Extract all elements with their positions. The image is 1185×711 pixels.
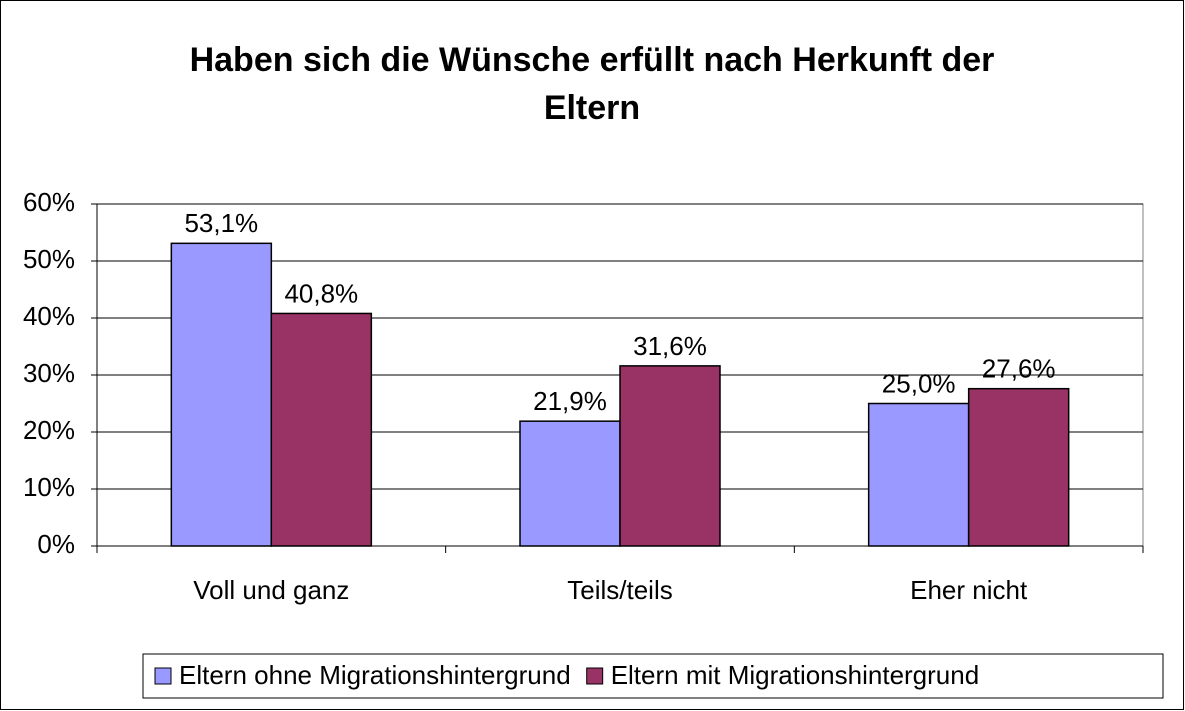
value-label: 21,9% xyxy=(533,386,607,416)
y-tick-label: 20% xyxy=(23,415,75,445)
x-tick-label: Eher nicht xyxy=(910,575,1028,605)
bar xyxy=(270,312,373,547)
bar xyxy=(867,402,970,547)
legend-label: Eltern mit Migrationshintergrund xyxy=(611,660,980,690)
y-tick-label: 10% xyxy=(23,472,75,502)
value-label: 40,8% xyxy=(284,278,358,308)
bar xyxy=(619,365,721,547)
bar xyxy=(967,387,1070,547)
value-label: 27,6% xyxy=(982,354,1056,384)
bar xyxy=(170,242,273,547)
y-tick-label: 0% xyxy=(37,529,75,559)
value-label: 31,6% xyxy=(633,331,707,361)
chart-title: Haben sich die Wünsche erfüllt nach Herk… xyxy=(189,41,995,127)
value-label: 25,0% xyxy=(882,368,956,398)
y-tick-label: 40% xyxy=(23,301,75,331)
x-tick-label: Voll und ganz xyxy=(193,575,349,605)
value-label: 53,1% xyxy=(184,208,258,238)
legend-box xyxy=(142,653,1164,699)
x-tick-label: Teils/teils xyxy=(567,575,672,605)
legend-label: Eltern ohne Migrationshintergrund xyxy=(179,660,571,690)
legend-swatch xyxy=(586,667,604,685)
y-tick-label: 60% xyxy=(23,187,75,217)
bar xyxy=(519,420,621,547)
y-tick-label: 30% xyxy=(23,358,75,388)
legend-swatch xyxy=(154,667,172,685)
y-tick-label: 50% xyxy=(23,244,75,274)
